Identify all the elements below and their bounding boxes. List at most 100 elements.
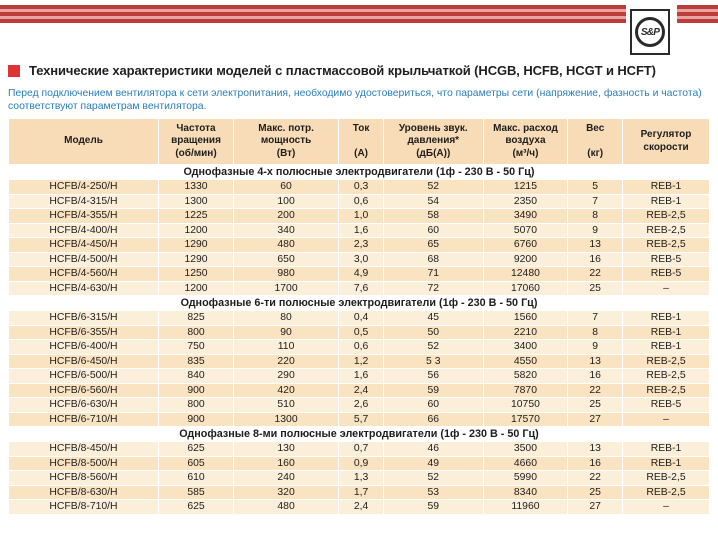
model-cell: HCFB/4-450/H bbox=[8, 237, 159, 253]
value-cell: 200 bbox=[232, 208, 340, 224]
value-cell: 420 bbox=[232, 382, 340, 398]
spec-table-body: Однофазные 4-х полюсные электродвигатели… bbox=[8, 164, 710, 515]
value-cell: 3490 bbox=[482, 208, 569, 224]
section-header-row: Однофазные 4-х полюсные электродвигатели… bbox=[8, 164, 710, 180]
value-cell: 100 bbox=[232, 193, 340, 209]
value-cell: REB-1 bbox=[622, 179, 710, 195]
value-cell: – bbox=[622, 280, 710, 296]
value-cell: 1300 bbox=[158, 193, 234, 209]
top-stripes-right bbox=[677, 5, 718, 23]
value-cell: 46 bbox=[383, 441, 484, 457]
value-cell: 22 bbox=[567, 266, 624, 282]
value-cell: 8 bbox=[567, 324, 624, 340]
value-cell: 2,3 bbox=[338, 237, 384, 253]
value-cell: 72 bbox=[383, 280, 484, 296]
value-cell: 49 bbox=[383, 455, 484, 471]
value-cell: 25 bbox=[567, 397, 624, 413]
column-header-row: Модель Частота вращения (об/мин) Макс. потр.… bbox=[8, 118, 710, 165]
value-cell: REB-2,5 bbox=[622, 208, 710, 224]
value-cell: 320 bbox=[232, 484, 340, 500]
value-cell: 6760 bbox=[482, 237, 569, 253]
value-cell: 1225 bbox=[158, 208, 234, 224]
value-cell: 160 bbox=[232, 455, 340, 471]
value-cell: REB-2,5 bbox=[622, 222, 710, 238]
value-cell: 17570 bbox=[482, 411, 569, 427]
table-row: HCFB/4-400/H 1200 340 1,6 60 5070 9 REB-2,5 bbox=[8, 222, 710, 238]
value-cell: 71 bbox=[383, 266, 484, 282]
value-cell: 9200 bbox=[482, 251, 569, 267]
value-cell: – bbox=[622, 411, 710, 427]
value-cell: 68 bbox=[383, 251, 484, 267]
value-cell: REB-1 bbox=[622, 441, 710, 457]
value-cell: 13 bbox=[567, 237, 624, 253]
value-cell: 52 bbox=[383, 179, 484, 195]
value-cell: 980 bbox=[232, 266, 340, 282]
value-cell: 900 bbox=[158, 382, 234, 398]
model-cell: HCFB/4-400/H bbox=[8, 222, 159, 238]
table-row: HCFB/6-630/H 800 510 2,6 60 10750 25 REB-5 bbox=[8, 397, 710, 413]
value-cell: 52 bbox=[383, 470, 484, 486]
value-cell: 7870 bbox=[482, 382, 569, 398]
value-cell: 10750 bbox=[482, 397, 569, 413]
value-cell: 1200 bbox=[158, 280, 234, 296]
table-row: HCFB/6-710/H 900 1300 5,7 66 17570 27– bbox=[8, 411, 710, 427]
value-cell: 9 bbox=[567, 339, 624, 355]
model-cell: HCFB/6-315/H bbox=[8, 310, 159, 326]
value-cell: 1215 bbox=[482, 179, 569, 195]
value-cell: 65 bbox=[383, 237, 484, 253]
value-cell: 900 bbox=[158, 411, 234, 427]
table-row: HCFB/8-500/H 605 160 0,9 49 4660 16 REB-1 bbox=[8, 455, 710, 471]
model-cell: HCFB/4-560/H bbox=[8, 266, 159, 282]
value-cell: REB-2,5 bbox=[622, 353, 710, 369]
model-cell: HCFB/4-315/H bbox=[8, 193, 159, 209]
value-cell: 11960 bbox=[482, 499, 569, 515]
table-row: HCFB/8-630/H 585 320 1,7 53 8340 25 REB-2,5 bbox=[8, 484, 710, 500]
value-cell: REB-1 bbox=[622, 310, 710, 326]
value-cell: 800 bbox=[158, 397, 234, 413]
value-cell: 16 bbox=[567, 455, 624, 471]
value-cell: 3,0 bbox=[338, 251, 384, 267]
table-row: HCFB/4-355/H 1225 200 1,0 58 3490 8 REB-2,5 bbox=[8, 208, 710, 224]
value-cell: 59 bbox=[383, 499, 484, 515]
value-cell: 9 bbox=[567, 222, 624, 238]
value-cell: REB-5 bbox=[622, 266, 710, 282]
value-cell: REB-2,5 bbox=[622, 368, 710, 384]
model-cell: HCFB/4-500/H bbox=[8, 251, 159, 267]
table-row: HCFB/4-560/H 1250 980 4,9 71 12480 22 REB-5 bbox=[8, 266, 710, 282]
value-cell: 2,4 bbox=[338, 499, 384, 515]
value-cell: REB-1 bbox=[622, 324, 710, 340]
value-cell: 610 bbox=[158, 470, 234, 486]
value-cell: 1290 bbox=[158, 237, 234, 253]
value-cell: 800 bbox=[158, 324, 234, 340]
value-cell: 1,6 bbox=[338, 222, 384, 238]
value-cell: 220 bbox=[232, 353, 340, 369]
note-text: Перед подключением вентилятора к сети эл… bbox=[8, 88, 702, 113]
value-cell: 60 bbox=[383, 222, 484, 238]
value-cell: 16 bbox=[567, 368, 624, 384]
top-stripes-left bbox=[0, 5, 626, 23]
table-row: HCFB/6-560/H 900 420 2,4 59 7870 22 REB-2,5 bbox=[8, 382, 710, 398]
value-cell: REB-2,5 bbox=[622, 237, 710, 253]
value-cell: 5 bbox=[567, 179, 624, 195]
sp-logo-text: S&P bbox=[640, 26, 660, 38]
value-cell: REB-5 bbox=[622, 397, 710, 413]
value-cell: 17060 bbox=[482, 280, 569, 296]
value-cell: 835 bbox=[158, 353, 234, 369]
table-row: HCFB/8-450/H 625 130 0,7 46 3500 13 REB-1 bbox=[8, 441, 710, 457]
table-row: HCFB/8-560/H 610 240 1,3 52 5990 22 REB-2,5 bbox=[8, 470, 710, 486]
column-header-6: Вес (кг) bbox=[567, 118, 624, 165]
value-cell: REB-1 bbox=[622, 339, 710, 355]
value-cell: 13 bbox=[567, 441, 624, 457]
value-cell: REB-1 bbox=[622, 193, 710, 209]
section-title: Однофазные 6-ти полюсные электродвигател… bbox=[8, 295, 710, 311]
value-cell: 585 bbox=[158, 484, 234, 500]
value-cell: 1250 bbox=[158, 266, 234, 282]
value-cell: 130 bbox=[232, 441, 340, 457]
model-cell: HCFB/4-250/H bbox=[8, 179, 159, 195]
value-cell: 1,6 bbox=[338, 368, 384, 384]
value-cell: 90 bbox=[232, 324, 340, 340]
table-row: HCFB/4-450/H 1290 480 2,3 65 6760 13 REB-2,5 bbox=[8, 237, 710, 253]
value-cell: 7 bbox=[567, 310, 624, 326]
value-cell: 3500 bbox=[482, 441, 569, 457]
value-cell: 1700 bbox=[232, 280, 340, 296]
